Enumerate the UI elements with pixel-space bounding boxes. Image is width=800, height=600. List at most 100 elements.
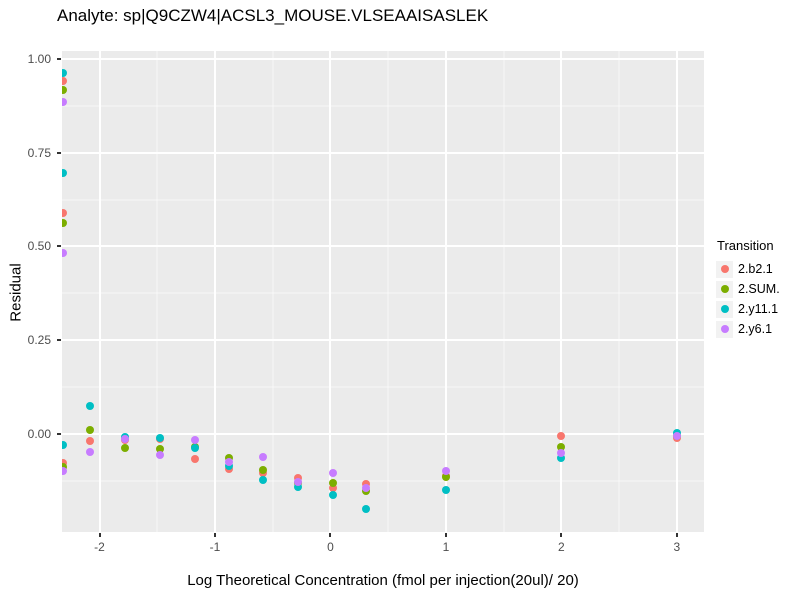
data-point [294,482,303,491]
data-point [120,434,129,443]
gridline-horizontal-minor [62,480,704,482]
legend-key [716,260,733,278]
data-point [328,490,337,499]
gridline-vertical-major [213,51,216,532]
data-point [155,450,164,459]
legend-key-dot [720,265,729,273]
y-tick-label: 0.25 [27,333,51,348]
data-point [86,401,95,410]
legend-key-dot [720,285,729,293]
data-point [62,168,67,177]
data-point [62,69,67,78]
gridline-vertical-major [329,51,332,532]
gridline-horizontal-major [62,339,704,342]
gridline-horizontal-minor [62,386,704,388]
legend-item-label: 2.y11.1 [738,302,779,316]
y-axis-tick-marks [56,51,62,532]
x-axis-tick-marks [62,532,704,538]
y-tick-mark [57,433,61,436]
gridline-vertical-major [675,51,678,532]
data-point [557,431,566,440]
data-point [362,504,371,513]
y-tick-label: 0.50 [27,239,51,254]
data-point [86,436,95,445]
legend: Transition 2.b2.1 2.SUM. 2.y11.1 2.y6.1 [716,238,800,339]
gridline-horizontal-minor [62,292,704,294]
chart-title: Analyte: sp|Q9CZW4|ACSL3_MOUSE.VLSEAAISA… [57,6,489,25]
data-point [62,467,67,476]
data-point [441,473,450,482]
gridline-vertical-major [560,51,563,532]
gridline-vertical-major [444,51,447,532]
data-point [191,435,200,444]
data-point [557,449,566,458]
x-axis-tick-labels: -2 -1 0 1 2 3 [62,540,704,556]
data-point [441,466,450,475]
y-tick-label: 1.00 [27,51,51,66]
x-tick-mark [213,533,216,537]
x-tick-label: 2 [558,540,565,554]
data-point [120,443,129,452]
data-point [259,452,268,461]
y-tick-mark [57,245,61,248]
data-point [62,218,67,227]
y-tick-mark [57,339,61,342]
plot-panel [62,51,704,532]
x-tick-label: -1 [209,540,221,554]
x-tick-mark [444,533,447,537]
gridline-vertical-minor [272,51,274,532]
gridline-vertical-minor [618,51,620,532]
legend-key [716,300,733,318]
y-tick-label: 0.00 [27,427,51,442]
data-point [86,426,95,435]
data-point [441,485,450,494]
data-point [155,434,164,443]
gridline-vertical-major [98,51,101,532]
gridline-vertical-minor [156,51,158,532]
gridline-horizontal-minor [62,199,704,201]
x-tick-mark [98,533,101,537]
data-point [362,484,371,493]
x-tick-label: 1 [442,540,450,554]
data-point [224,453,233,462]
data-point [62,85,67,94]
legend-key [716,320,733,338]
legend-key [716,280,733,298]
legend-item: 2.y11.1 [716,299,800,319]
data-point [62,458,67,467]
data-point [259,466,268,475]
data-point [224,462,233,471]
x-tick-label: 3 [673,540,681,554]
gridline-horizontal-major [62,245,704,248]
legend-item: 2.y6.1 [716,319,800,339]
legend-key-dot [720,305,729,313]
data-point [62,208,67,217]
data-point [86,448,95,457]
data-point [328,484,337,493]
x-tick-mark [675,533,678,537]
data-point [557,454,566,463]
data-point [557,443,566,452]
data-point [294,478,303,487]
data-point [362,479,371,488]
gridline-horizontal-minor [62,105,704,107]
legend-items: 2.b2.1 2.SUM. 2.y11.1 2.y6.1 [716,259,800,339]
legend-item-label: 2.y6.1 [738,322,773,336]
gridline-horizontal-major [62,151,704,154]
data-point [62,97,67,106]
data-point [62,248,67,257]
legend-item: 2.b2.1 [716,259,800,279]
legend-key-dot [720,325,729,333]
data-point [62,77,67,86]
x-tick-label: 0 [327,540,334,554]
legend-item-label: 2.SUM. [738,282,780,296]
y-tick-mark [57,57,61,60]
data-point [191,443,200,452]
gridline-horizontal-major [62,433,704,436]
data-point [328,469,337,478]
legend-item: 2.SUM. [716,279,800,299]
data-point [224,457,233,466]
x-tick-mark [560,533,563,537]
data-point [191,454,200,463]
